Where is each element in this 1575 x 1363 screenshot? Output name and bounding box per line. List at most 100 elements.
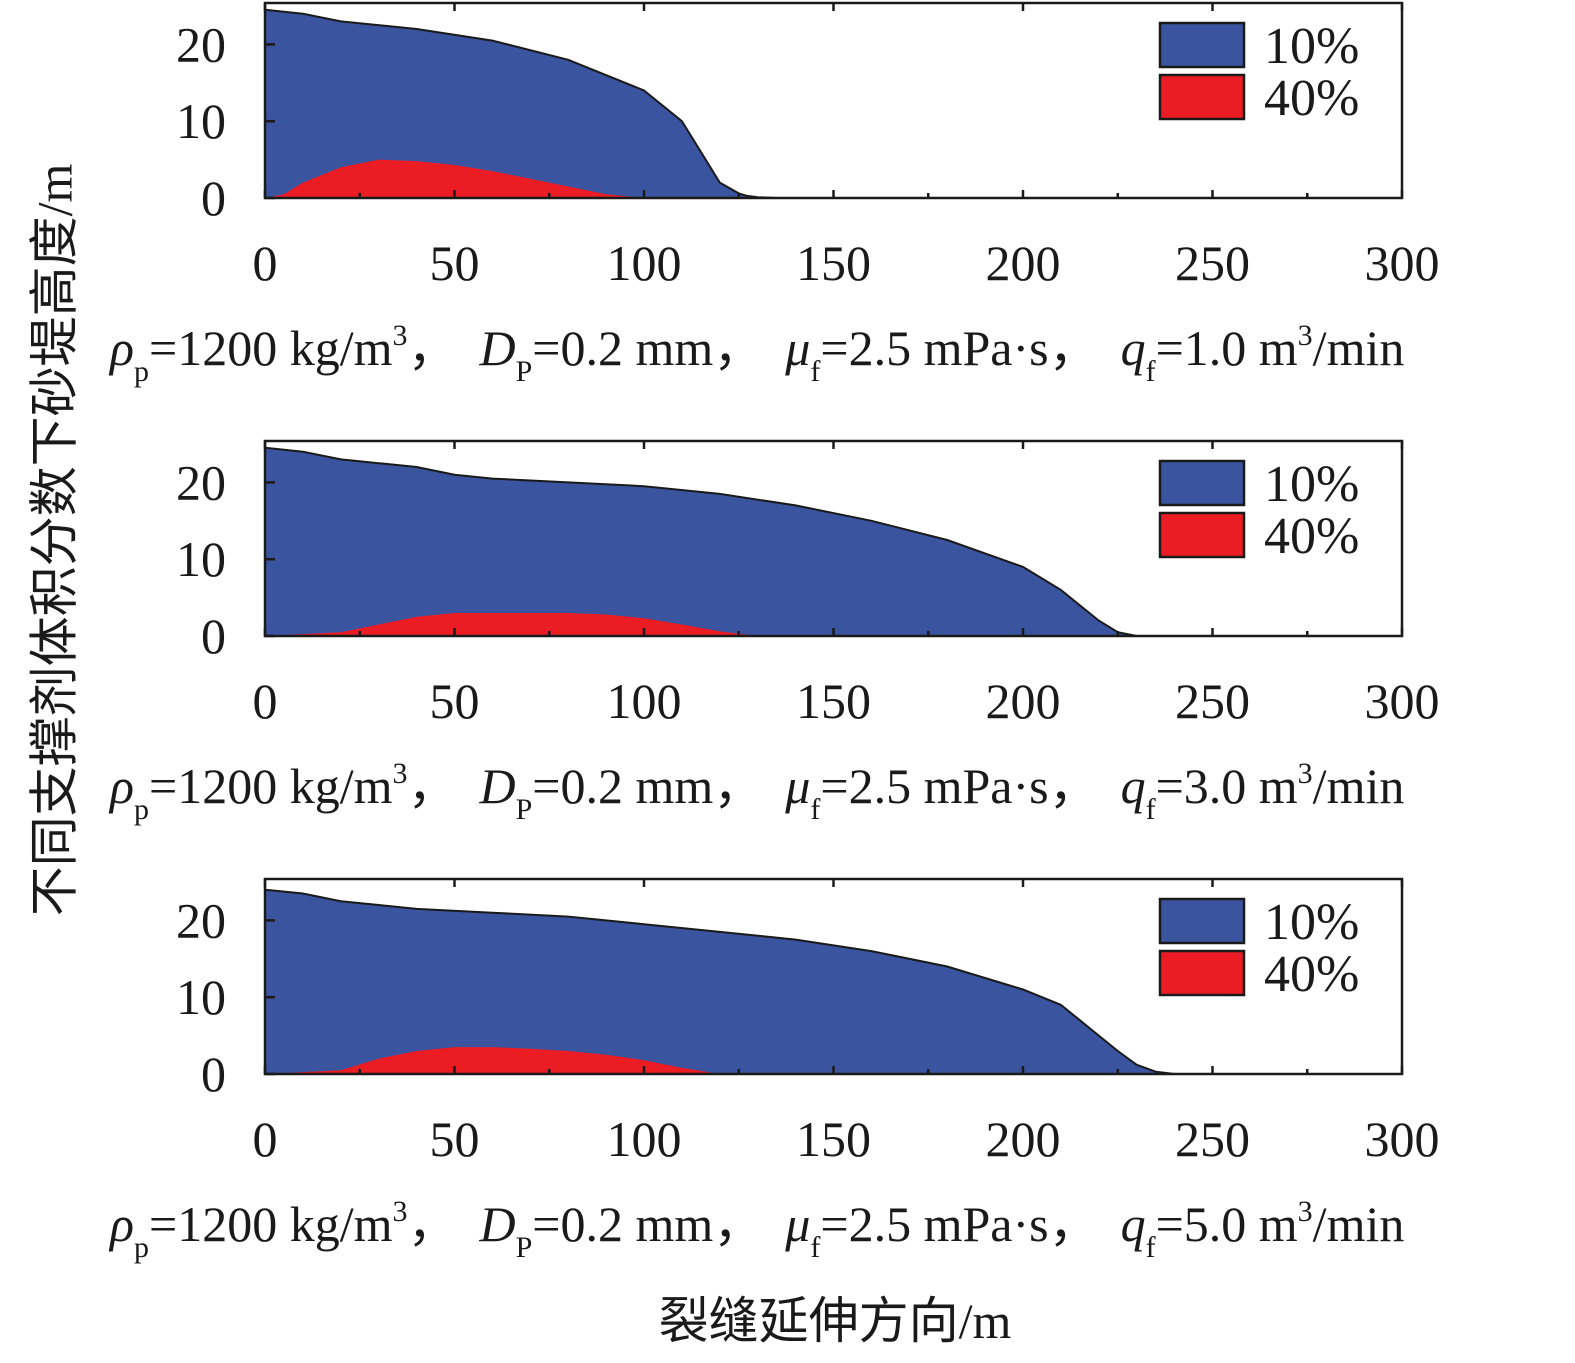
y-tick-label: 20 [176, 454, 226, 510]
caption-part: =0.2 mm [532, 1196, 713, 1252]
y-tick-label: 20 [176, 16, 226, 72]
chart-panel-1: 0 50 100 150 200 250 300 0 10 20 10%40% ρp=1200 kg/… [108, 1, 1440, 388]
y-tick-label: 0 [201, 1046, 226, 1102]
caption-part: ， [1049, 320, 1099, 376]
legend-swatch-40pct [1158, 73, 1246, 121]
legend-swatch-40pct [1158, 511, 1246, 559]
caption-part: =1.0 m [1156, 320, 1298, 376]
legend-label-40pct: 40% [1264, 508, 1359, 565]
caption-part: ， [1049, 1196, 1099, 1252]
x-tick-label: 0 [253, 235, 278, 291]
caption-part: 3 [392, 319, 407, 352]
caption-part: ， [713, 758, 763, 814]
legend-swatch-10pct [1158, 21, 1246, 69]
caption-part: D [478, 758, 515, 814]
chart-panel-2: 0 50 100 150 200 250 300 0 10 20 10%40% ρp=1200 kg/… [108, 439, 1440, 826]
caption-part: ρ [108, 758, 134, 814]
caption-part: =1200 kg/m [149, 758, 393, 814]
caption-part: ， [713, 1196, 763, 1252]
y-axis-label: 不同支撑剂体积分数下砂堤高度/m [26, 164, 82, 917]
caption-part: p [134, 1231, 149, 1264]
y-tick-label: 0 [201, 608, 226, 664]
x-tick-label: 0 [253, 1111, 278, 1167]
caption-part: f [1146, 355, 1156, 388]
caption-part: 3 [1298, 757, 1313, 790]
caption-part: ， [407, 320, 457, 376]
x-tick-label: 200 [986, 235, 1061, 291]
caption-part: ρ [108, 320, 134, 376]
series-area-40pct [265, 613, 758, 636]
x-tick-label: 250 [1175, 1111, 1250, 1167]
caption-part: P [516, 793, 533, 826]
caption-part: ， [713, 320, 763, 376]
x-tick-label: 250 [1175, 235, 1250, 291]
caption-part: f [810, 793, 820, 826]
x-tick-label: 200 [986, 1111, 1061, 1167]
caption-part: μ [784, 1196, 810, 1252]
series-area-10pct [265, 9, 777, 198]
y-tick-label: 0 [201, 170, 226, 226]
x-tick-label: 0 [253, 673, 278, 729]
legend-label-10pct: 10% [1264, 456, 1359, 513]
caption-part: D [478, 1196, 515, 1252]
series-outline-10pct [264, 8, 777, 199]
caption-part: ， [1049, 758, 1099, 814]
panel-caption: ρp=1200 kg/m3， DP=0.2 mm， μf=2.5 mPa·s， qf=… [108, 319, 1404, 388]
caption-part: /min [1313, 1196, 1405, 1252]
series-area-10pct [265, 447, 1137, 636]
caption-part: q [1121, 320, 1146, 376]
y-tick-label: 10 [176, 93, 226, 149]
caption-part: =5.0 m [1156, 1196, 1298, 1252]
caption-part: P [516, 355, 533, 388]
caption-part: =2.5 mPa·s [820, 1196, 1048, 1252]
x-tick-label: 300 [1365, 1111, 1440, 1167]
legend-swatch-40pct [1158, 949, 1246, 997]
caption-part: /min [1313, 758, 1405, 814]
series-outline-10pct [264, 446, 1137, 637]
legend-label-10pct: 10% [1264, 894, 1359, 951]
x-tick-label: 300 [1365, 235, 1440, 291]
series-area-40pct [265, 159, 644, 198]
chart-panel-3: 0 50 100 150 200 250 300 0 10 20 10%40% ρp=1200 kg/… [108, 877, 1440, 1264]
caption-part: P [516, 1231, 533, 1264]
caption-part: D [478, 320, 515, 376]
caption-part: ， [407, 758, 457, 814]
x-tick-label: 200 [986, 673, 1061, 729]
caption-part: =2.5 mPa·s [820, 758, 1048, 814]
y-tick-label: 10 [176, 969, 226, 1025]
caption-part: =0.2 mm [532, 758, 713, 814]
x-tick-label: 300 [1365, 673, 1440, 729]
caption-part: f [810, 1231, 820, 1264]
caption-part: q [1121, 758, 1146, 814]
caption-part: q [1121, 1196, 1146, 1252]
caption-part: 3 [392, 757, 407, 790]
series-outline-10pct [264, 888, 1175, 1075]
legend-label-40pct: 40% [1264, 70, 1359, 127]
caption-part: =3.0 m [1156, 758, 1298, 814]
caption-part: /min [1313, 320, 1405, 376]
legend-swatch-10pct [1158, 897, 1246, 945]
legend-swatch-10pct [1158, 459, 1246, 507]
series-area-40pct [265, 1047, 720, 1074]
caption-part: f [1146, 793, 1156, 826]
caption-part: ρ [108, 1196, 134, 1252]
panel-caption: ρp=1200 kg/m3， DP=0.2 mm， μf=2.5 mPa·s， qf=… [108, 757, 1404, 826]
caption-part: =2.5 mPa·s [820, 320, 1048, 376]
caption-part: μ [784, 758, 810, 814]
legend-label-10pct: 10% [1264, 18, 1359, 75]
series-area-10pct [265, 889, 1175, 1074]
caption-part: =0.2 mm [532, 320, 713, 376]
caption-part: p [134, 355, 149, 388]
x-tick-label: 100 [607, 235, 682, 291]
x-tick-label: 50 [430, 1111, 480, 1167]
x-tick-label: 250 [1175, 673, 1250, 729]
caption-part: 3 [1298, 319, 1313, 352]
panel-caption: ρp=1200 kg/m3， DP=0.2 mm， μf=2.5 mPa·s， qf=… [108, 1195, 1404, 1264]
caption-part: f [810, 355, 820, 388]
caption-part: 3 [1298, 1195, 1313, 1228]
x-tick-label: 150 [796, 673, 871, 729]
x-tick-label: 100 [607, 673, 682, 729]
caption-part: p [134, 793, 149, 826]
